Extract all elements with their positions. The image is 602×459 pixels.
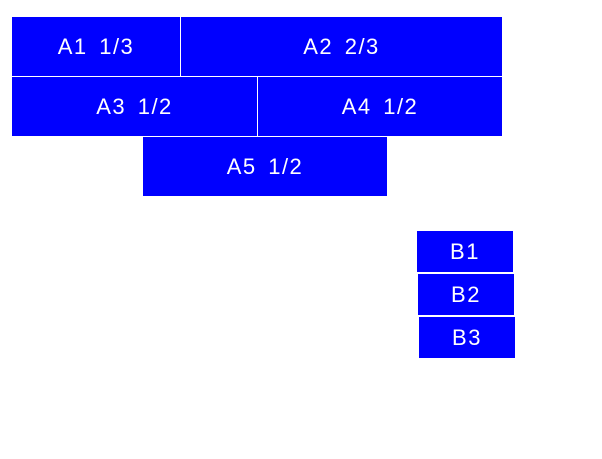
box-a4: A4 1/2 <box>258 77 502 136</box>
box-b2: B2 <box>418 274 514 315</box>
box-b3: B3 <box>419 317 515 358</box>
box-a2: A2 2/3 <box>181 17 502 76</box>
box-a5: A5 1/2 <box>143 137 387 196</box>
box-a1: A1 1/3 <box>12 17 180 76</box>
box-b1: B1 <box>417 231 513 272</box>
box-a3: A3 1/2 <box>12 77 257 136</box>
